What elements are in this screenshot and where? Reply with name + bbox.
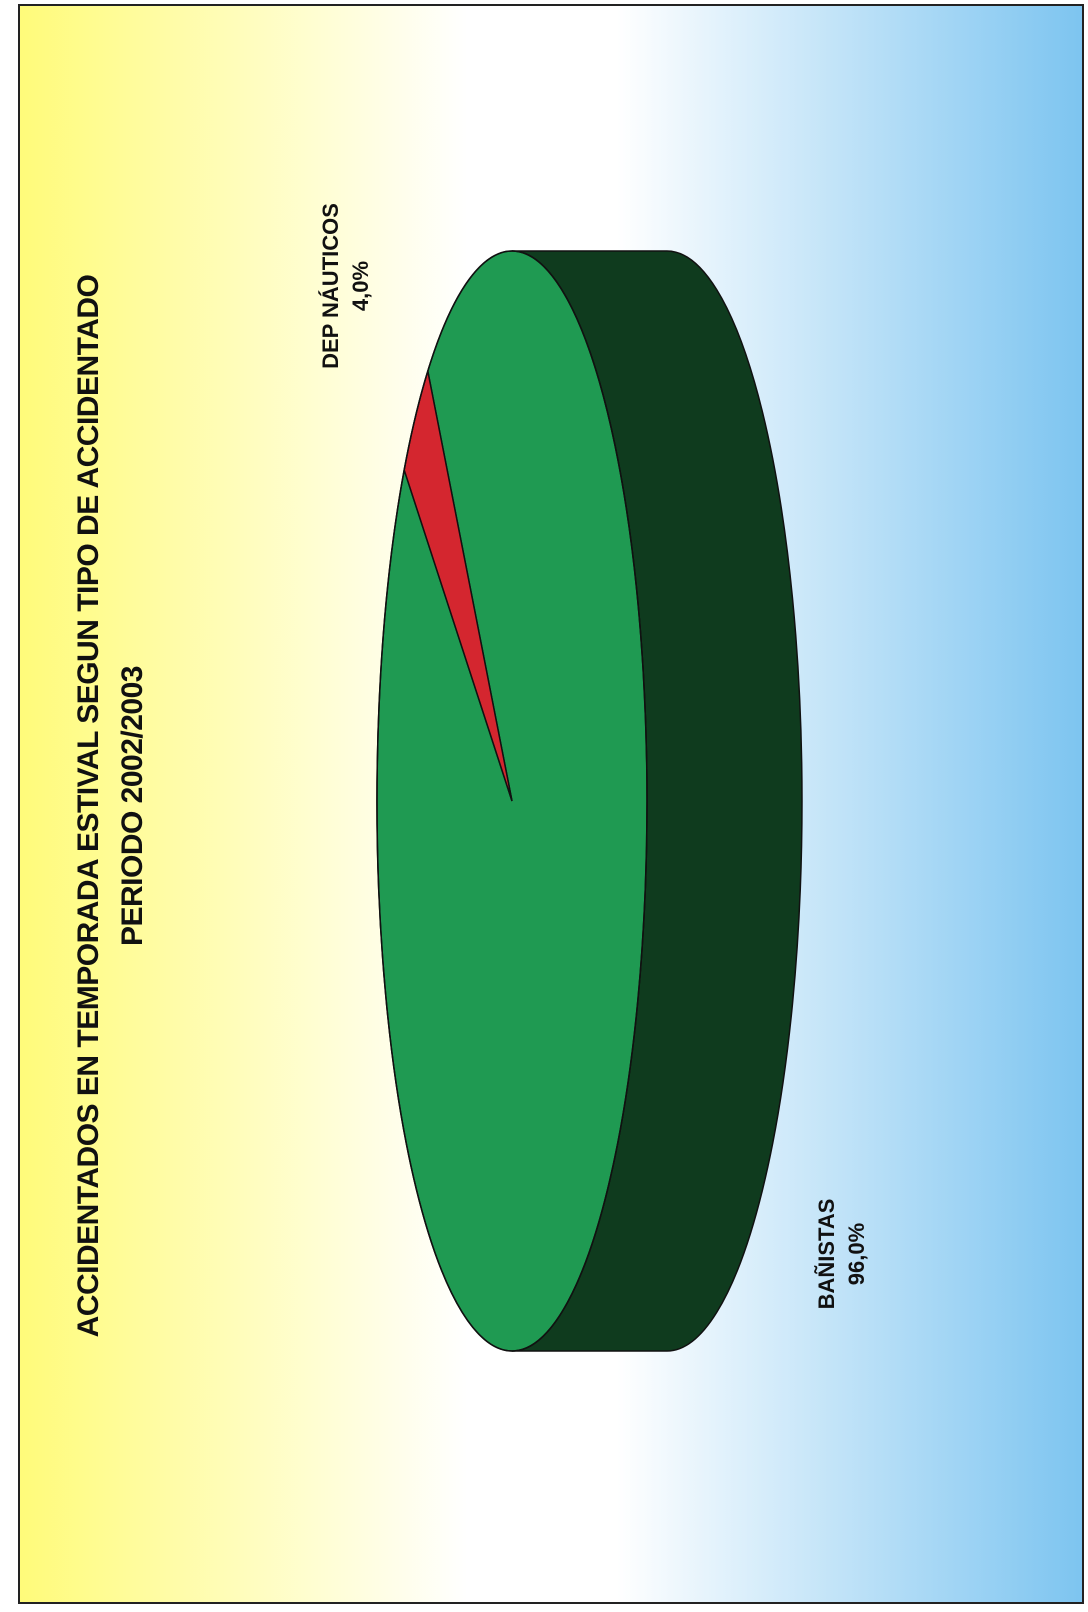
chart-subtitle: PERIODO 2002/2003: [116, 666, 149, 947]
slice-label-dep-nauticos-name: DEP NÁUTICOS: [318, 203, 343, 369]
slice-label-dep-nauticos: DEP NÁUTICOS 4,0%: [316, 186, 376, 386]
rotated-text-layer: ACCIDENTADOS EN TEMPORADA ESTIVAL SEGUN …: [20, 6, 1082, 1602]
slice-label-banistas-name: BAÑISTAS: [814, 1198, 839, 1310]
slice-label-banistas-value: 96,0%: [844, 1222, 869, 1286]
slice-label-dep-nauticos-value: 4,0%: [348, 260, 373, 312]
pie-chart: [20, 6, 1082, 1602]
chart-title: ACCIDENTADOS EN TEMPORADA ESTIVAL SEGUN …: [72, 274, 105, 1338]
chart-frame: ACCIDENTADOS EN TEMPORADA ESTIVAL SEGUN …: [18, 4, 1084, 1604]
slice-label-banistas: BAÑISTAS 96,0%: [812, 1164, 872, 1344]
pie-top-outline: [376, 250, 648, 1352]
